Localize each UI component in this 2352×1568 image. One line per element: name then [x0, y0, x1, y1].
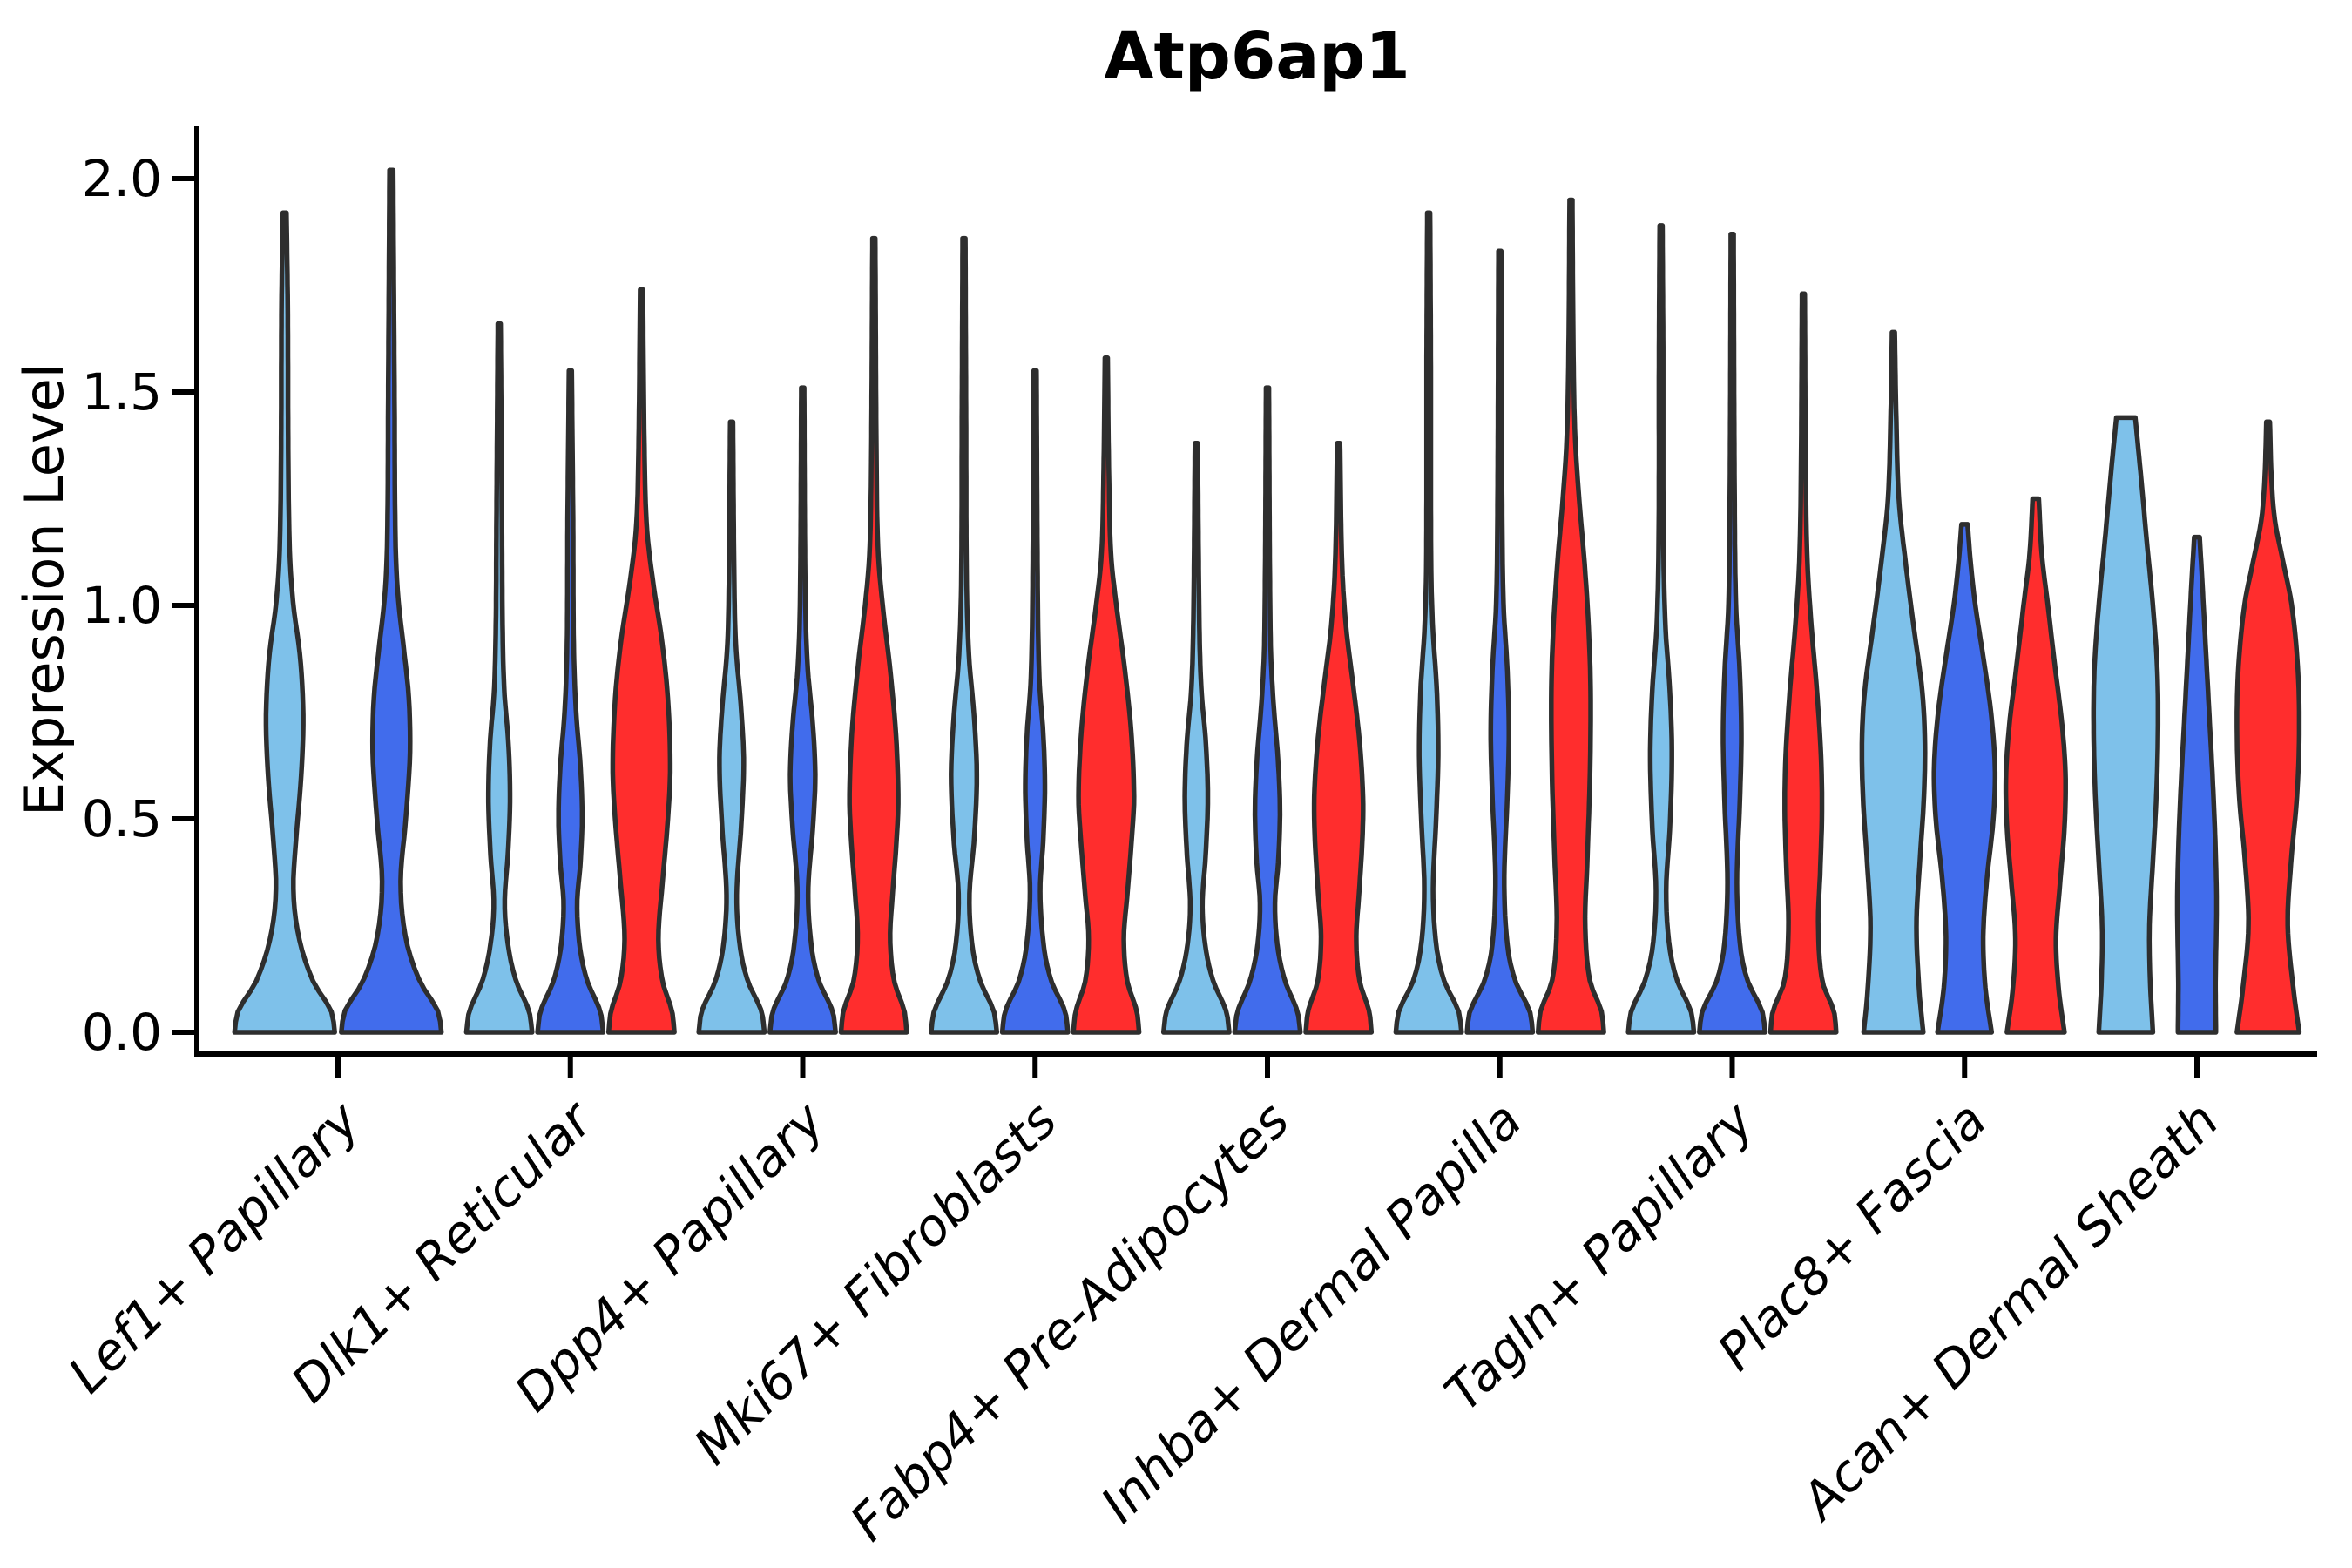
violin-plac8-fascia-sky_blue [1859, 329, 1928, 1035]
violin-fabp4-pre-adipocytes-red [1303, 441, 1375, 1035]
violin-dpp4-papillary-royal_blue [767, 385, 838, 1035]
violin-acan-dermal-sheath-royal_blue [2174, 534, 2220, 1035]
violin-dpp4-papillary-sky_blue [696, 419, 767, 1035]
violin-acan-dermal-sheath-sky_blue [2091, 415, 2161, 1035]
violin-lef1-papillary-sky_blue [232, 210, 337, 1035]
violin-mki67-fibroblasts-sky_blue [929, 235, 1000, 1035]
violin-tagln-papillary-sky_blue [1625, 223, 1697, 1035]
x-tick-label: Acan+ Dermal Sheath [1788, 1091, 2230, 1533]
violin-tagln-papillary-red [1767, 291, 1839, 1035]
violin-fabp4-pre-adipocytes-royal_blue [1232, 385, 1303, 1035]
violins-layer [232, 167, 2302, 1035]
y-tick-label: 1.0 [82, 576, 162, 635]
x-tick-label: Inhba+ Dermal Papilla [1090, 1091, 1533, 1534]
violin-dlk1-reticular-red [605, 287, 677, 1035]
y-tick-label: 1.5 [82, 362, 162, 422]
violin-dlk1-reticular-royal_blue [535, 368, 606, 1035]
violin-tagln-papillary-royal_blue [1697, 231, 1767, 1035]
y-tick-label: 0.5 [82, 789, 162, 848]
violin-mki67-fibroblasts-red [1071, 355, 1142, 1035]
violin-inhba-dermal-papilla-royal_blue [1464, 248, 1536, 1035]
violin-dpp4-papillary-red [838, 235, 909, 1035]
violin-mki67-fibroblasts-royal_blue [999, 368, 1071, 1035]
violin-plac8-fascia-royal_blue [1931, 522, 1998, 1035]
violin-inhba-dermal-papilla-sky_blue [1393, 210, 1464, 1035]
violin-inhba-dermal-papilla-red [1535, 197, 1606, 1035]
violin-lef1-papillary-royal_blue [339, 167, 444, 1035]
y-tick-label: 2.0 [82, 149, 162, 208]
violin-fabp4-pre-adipocytes-sky_blue [1160, 441, 1232, 1035]
x-tick-label: Fabp4+ Pre-Adipocytes [839, 1091, 1301, 1552]
violin-acan-dermal-sheath-red [2234, 419, 2302, 1035]
chart-title: Atp6ap1 [1104, 19, 1410, 94]
violin-plac8-fascia-red [2003, 496, 2068, 1035]
y-axis-label: Expression Level [12, 363, 76, 816]
violin-dlk1-reticular-sky_blue [463, 321, 535, 1035]
y-tick-label: 0.0 [82, 1003, 162, 1062]
